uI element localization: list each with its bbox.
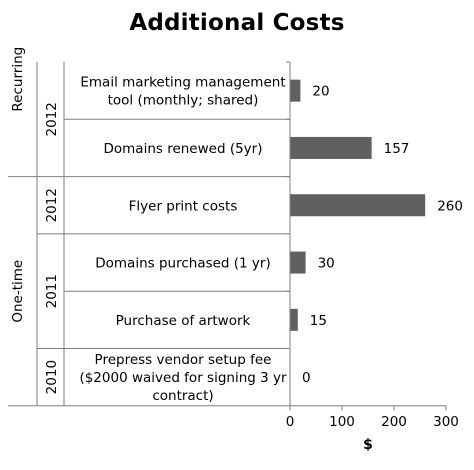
category-label-line: contract): [152, 388, 213, 404]
category-label-prepress-vendor-setup-fee-2000-waived-for-signing-3-yr-contract: Prepress vendor setup fee ($2000 waived f…: [79, 352, 287, 404]
category-label-email-marketing-management-tool-monthly-shared: Email marketing management tool (monthly;…: [80, 75, 285, 109]
data-label-domains-renewed-5yr: 157: [384, 141, 410, 157]
bar-flyer-print-costs: [290, 194, 426, 217]
data-label-prepress-vendor-setup-fee-2000-waived-for-signing-3-yr-contract: 0: [302, 370, 311, 386]
data-label-domains-purchased-1-yr: 30: [318, 256, 335, 272]
category-label-line: Flyer print costs: [129, 198, 238, 214]
category-separators: [8, 61, 290, 406]
data-label-email-marketing-management-tool-monthly-shared: 20: [312, 84, 329, 100]
category-labels: Email marketing management tool (monthly;…: [10, 47, 287, 404]
data-label-flyer-print-costs: 260: [437, 198, 463, 214]
category-label-flyer-print-costs: Flyer print costs: [129, 198, 238, 214]
category-label-line: Purchase of artwork: [116, 313, 251, 329]
bar-email-marketing-management-tool-monthly-shared: [290, 79, 301, 102]
bar-purchase-of-artwork: [290, 308, 298, 331]
category-label-line: ($2000 waived for signing 3 yr: [79, 370, 287, 386]
category-label-line: tool (monthly; shared): [108, 93, 259, 109]
group-label-recurring: Recurring: [10, 47, 26, 112]
category-label-domains-renewed-5yr: Domains renewed (5yr): [103, 141, 262, 157]
x-tick-label-100: 100: [329, 414, 355, 430]
category-label-purchase-of-artwork: Purchase of artwork: [116, 313, 251, 329]
bar-domains-purchased-1-yr: [290, 251, 306, 274]
year-label-recurring-2012: 2012: [44, 102, 60, 136]
bars: 20 157 260 30 15 0: [290, 79, 463, 386]
category-label-line: Email marketing management: [80, 75, 285, 91]
data-label-purchase-of-artwork: 15: [310, 313, 327, 329]
year-label-one-time-2011: 2011: [44, 274, 60, 308]
x-tick-label-300: 300: [433, 414, 459, 430]
category-label-domains-purchased-1-yr: Domains purchased (1 yr): [95, 256, 271, 272]
year-label-one-time-2012: 2012: [44, 188, 60, 222]
x-axis-title: $: [363, 437, 373, 453]
category-label-line: Prepress vendor setup fee: [95, 352, 272, 368]
x-tick-label-0: 0: [286, 414, 295, 430]
x-axis: 0 100 200 300$: [8, 62, 459, 453]
chart-title: Additional Costs: [129, 10, 345, 36]
group-label-one-time: One-time: [10, 260, 26, 323]
x-tick-label-200: 200: [381, 414, 407, 430]
category-label-line: Domains renewed (5yr): [103, 141, 262, 157]
year-label-one-time-2010: 2010: [44, 360, 60, 394]
category-label-line: Domains purchased (1 yr): [95, 256, 271, 272]
bar-domains-renewed-5yr: [290, 136, 372, 159]
